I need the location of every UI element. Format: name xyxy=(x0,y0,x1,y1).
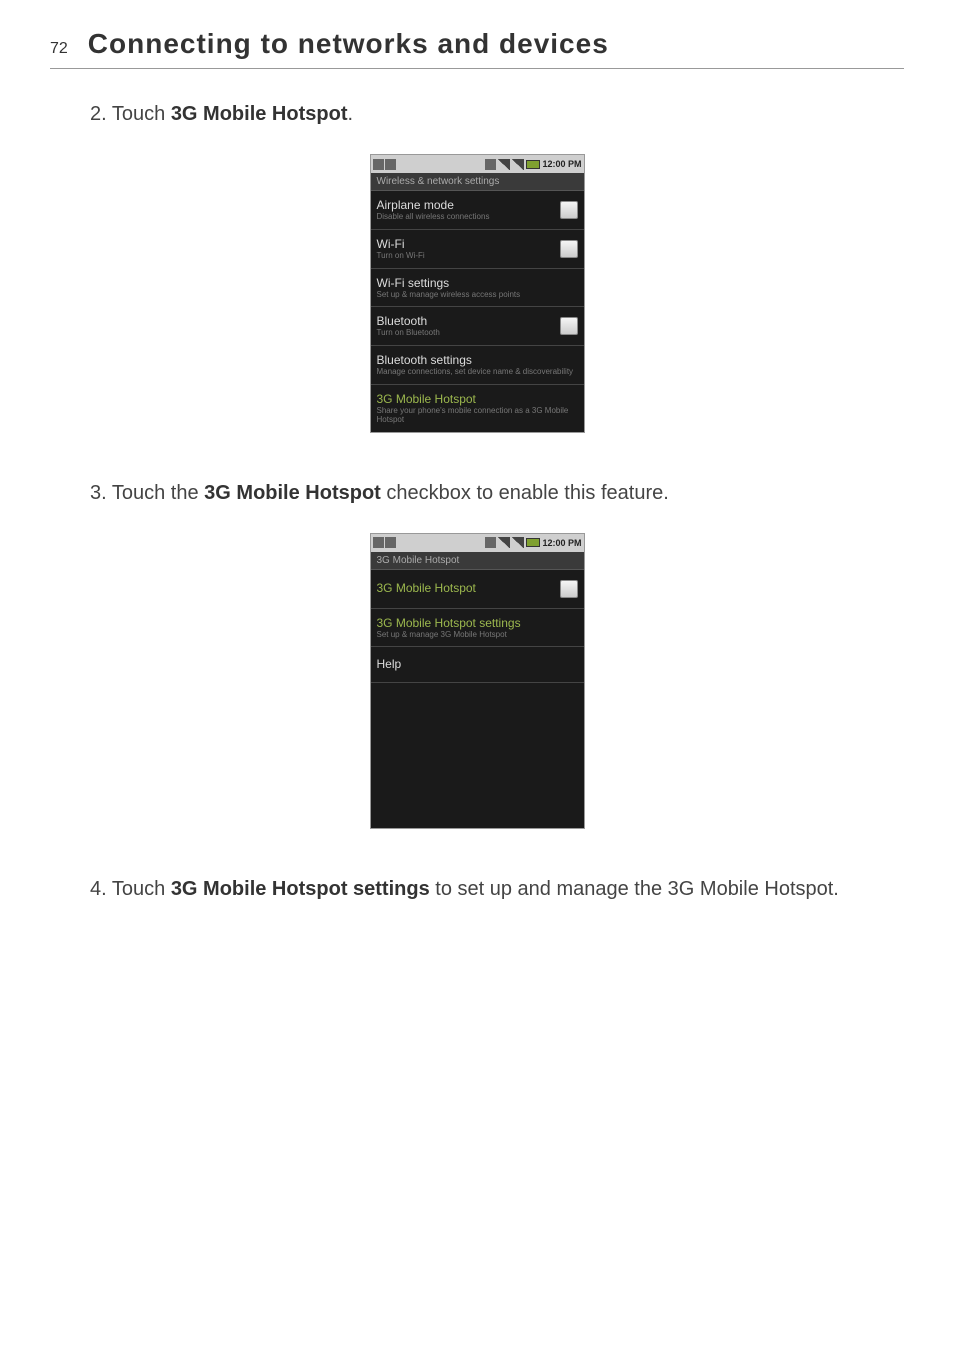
row-subtitle: Turn on Bluetooth xyxy=(377,329,560,338)
page-title: Connecting to networks and devices xyxy=(88,28,609,60)
row-content: 3G Mobile Hotspot xyxy=(377,581,560,596)
row-title: Bluetooth settings xyxy=(377,353,578,367)
notification-icon xyxy=(373,159,384,170)
page-header: 72 Connecting to networks and devices xyxy=(50,0,904,69)
notification-icon xyxy=(373,537,384,548)
signal-icon-2 xyxy=(512,159,524,170)
status-time-1: 12:00 PM xyxy=(542,159,581,169)
page-number: 72 xyxy=(50,40,68,58)
sync-icon xyxy=(485,159,496,170)
step-2: 2. Touch 3G Mobile Hotspot. xyxy=(90,99,864,129)
row-title: Wi-Fi settings xyxy=(377,276,578,290)
section-header-1: Wireless & network settings xyxy=(371,173,584,191)
row-title: 3G Mobile Hotspot xyxy=(377,392,578,406)
row-3g-hotspot[interactable]: 3G Mobile Hotspot Share your phone's mob… xyxy=(371,385,584,432)
row-content: Wi-Fi settings Set up & manage wireless … xyxy=(377,276,578,300)
row-title: Airplane mode xyxy=(377,198,560,212)
status-right-1: 12:00 PM xyxy=(485,159,581,170)
row-wifi-settings[interactable]: Wi-Fi settings Set up & manage wireless … xyxy=(371,269,584,308)
step4-prefix: 4. Touch xyxy=(90,878,171,900)
wifi-checkbox[interactable] xyxy=(560,240,578,258)
row-title: Wi-Fi xyxy=(377,237,560,251)
row-content: 3G Mobile Hotspot Share your phone's mob… xyxy=(377,392,578,425)
usb-icon xyxy=(385,537,396,548)
status-bar-2: 12:00 PM xyxy=(371,534,584,552)
row-subtitle: Disable all wireless connections xyxy=(377,213,560,222)
bluetooth-checkbox[interactable] xyxy=(560,317,578,335)
status-left-icons-1 xyxy=(373,159,396,170)
row-airplane-mode[interactable]: Airplane mode Disable all wireless conne… xyxy=(371,191,584,230)
row-subtitle: Set up & manage 3G Mobile Hotspot xyxy=(377,631,578,640)
row-subtitle: Share your phone's mobile connection as … xyxy=(377,407,578,425)
row-title: 3G Mobile Hotspot xyxy=(377,581,560,595)
row-title: Bluetooth xyxy=(377,314,560,328)
signal-icon xyxy=(498,537,510,548)
step3-suffix: checkbox to enable this feature. xyxy=(381,482,669,504)
row-subtitle: Manage connections, set device name & di… xyxy=(377,368,578,377)
row-3g-hotspot-toggle[interactable]: 3G Mobile Hotspot xyxy=(371,570,584,609)
row-title: Help xyxy=(377,657,578,671)
android-screen-2: 12:00 PM 3G Mobile Hotspot 3G Mobile Hot… xyxy=(370,533,585,830)
row-bluetooth[interactable]: Bluetooth Turn on Bluetooth xyxy=(371,307,584,346)
row-title: 3G Mobile Hotspot settings xyxy=(377,616,578,630)
step2-prefix: 2. Touch xyxy=(90,103,171,125)
status-right-2: 12:00 PM xyxy=(485,537,581,548)
row-content: Bluetooth settings Manage connections, s… xyxy=(377,353,578,377)
status-time-2: 12:00 PM xyxy=(542,538,581,548)
row-content: Bluetooth Turn on Bluetooth xyxy=(377,314,560,338)
screen-empty-area xyxy=(371,683,584,828)
row-content: Help xyxy=(377,657,578,672)
step2-suffix: . xyxy=(347,103,353,125)
usb-icon xyxy=(385,159,396,170)
row-subtitle: Turn on Wi-Fi xyxy=(377,252,560,261)
battery-icon xyxy=(526,160,540,169)
step-3: 3. Touch the 3G Mobile Hotspot checkbox … xyxy=(90,478,864,508)
screenshot1-container: 12:00 PM Wireless & network settings Air… xyxy=(90,154,864,433)
status-bar-1: 12:00 PM xyxy=(371,155,584,173)
sync-icon xyxy=(485,537,496,548)
step2-bold: 3G Mobile Hotspot xyxy=(171,103,348,125)
row-3g-hotspot-settings[interactable]: 3G Mobile Hotspot settings Set up & mana… xyxy=(371,609,584,648)
row-content: 3G Mobile Hotspot settings Set up & mana… xyxy=(377,616,578,640)
step4-bold: 3G Mobile Hotspot settings xyxy=(171,878,430,900)
android-screen-1: 12:00 PM Wireless & network settings Air… xyxy=(370,154,585,433)
section-header-2: 3G Mobile Hotspot xyxy=(371,552,584,570)
screenshot2-container: 12:00 PM 3G Mobile Hotspot 3G Mobile Hot… xyxy=(90,533,864,830)
step3-prefix: 3. Touch the xyxy=(90,482,204,504)
step4-suffix: to set up and manage the 3G Mobile Hotsp… xyxy=(430,878,839,900)
signal-icon xyxy=(498,159,510,170)
airplane-checkbox[interactable] xyxy=(560,201,578,219)
signal-icon-2 xyxy=(512,537,524,548)
step-4: 4. Touch 3G Mobile Hotspot settings to s… xyxy=(90,874,864,904)
row-subtitle: Set up & manage wireless access points xyxy=(377,291,578,300)
row-content: Wi-Fi Turn on Wi-Fi xyxy=(377,237,560,261)
step3-bold: 3G Mobile Hotspot xyxy=(204,482,381,504)
hotspot-checkbox[interactable] xyxy=(560,580,578,598)
row-bluetooth-settings[interactable]: Bluetooth settings Manage connections, s… xyxy=(371,346,584,385)
content-area: 2. Touch 3G Mobile Hotspot. 12:00 PM Wir… xyxy=(0,99,954,904)
status-left-icons-2 xyxy=(373,537,396,548)
row-content: Airplane mode Disable all wireless conne… xyxy=(377,198,560,222)
row-help[interactable]: Help xyxy=(371,647,584,683)
battery-icon xyxy=(526,538,540,547)
row-wifi[interactable]: Wi-Fi Turn on Wi-Fi xyxy=(371,230,584,269)
